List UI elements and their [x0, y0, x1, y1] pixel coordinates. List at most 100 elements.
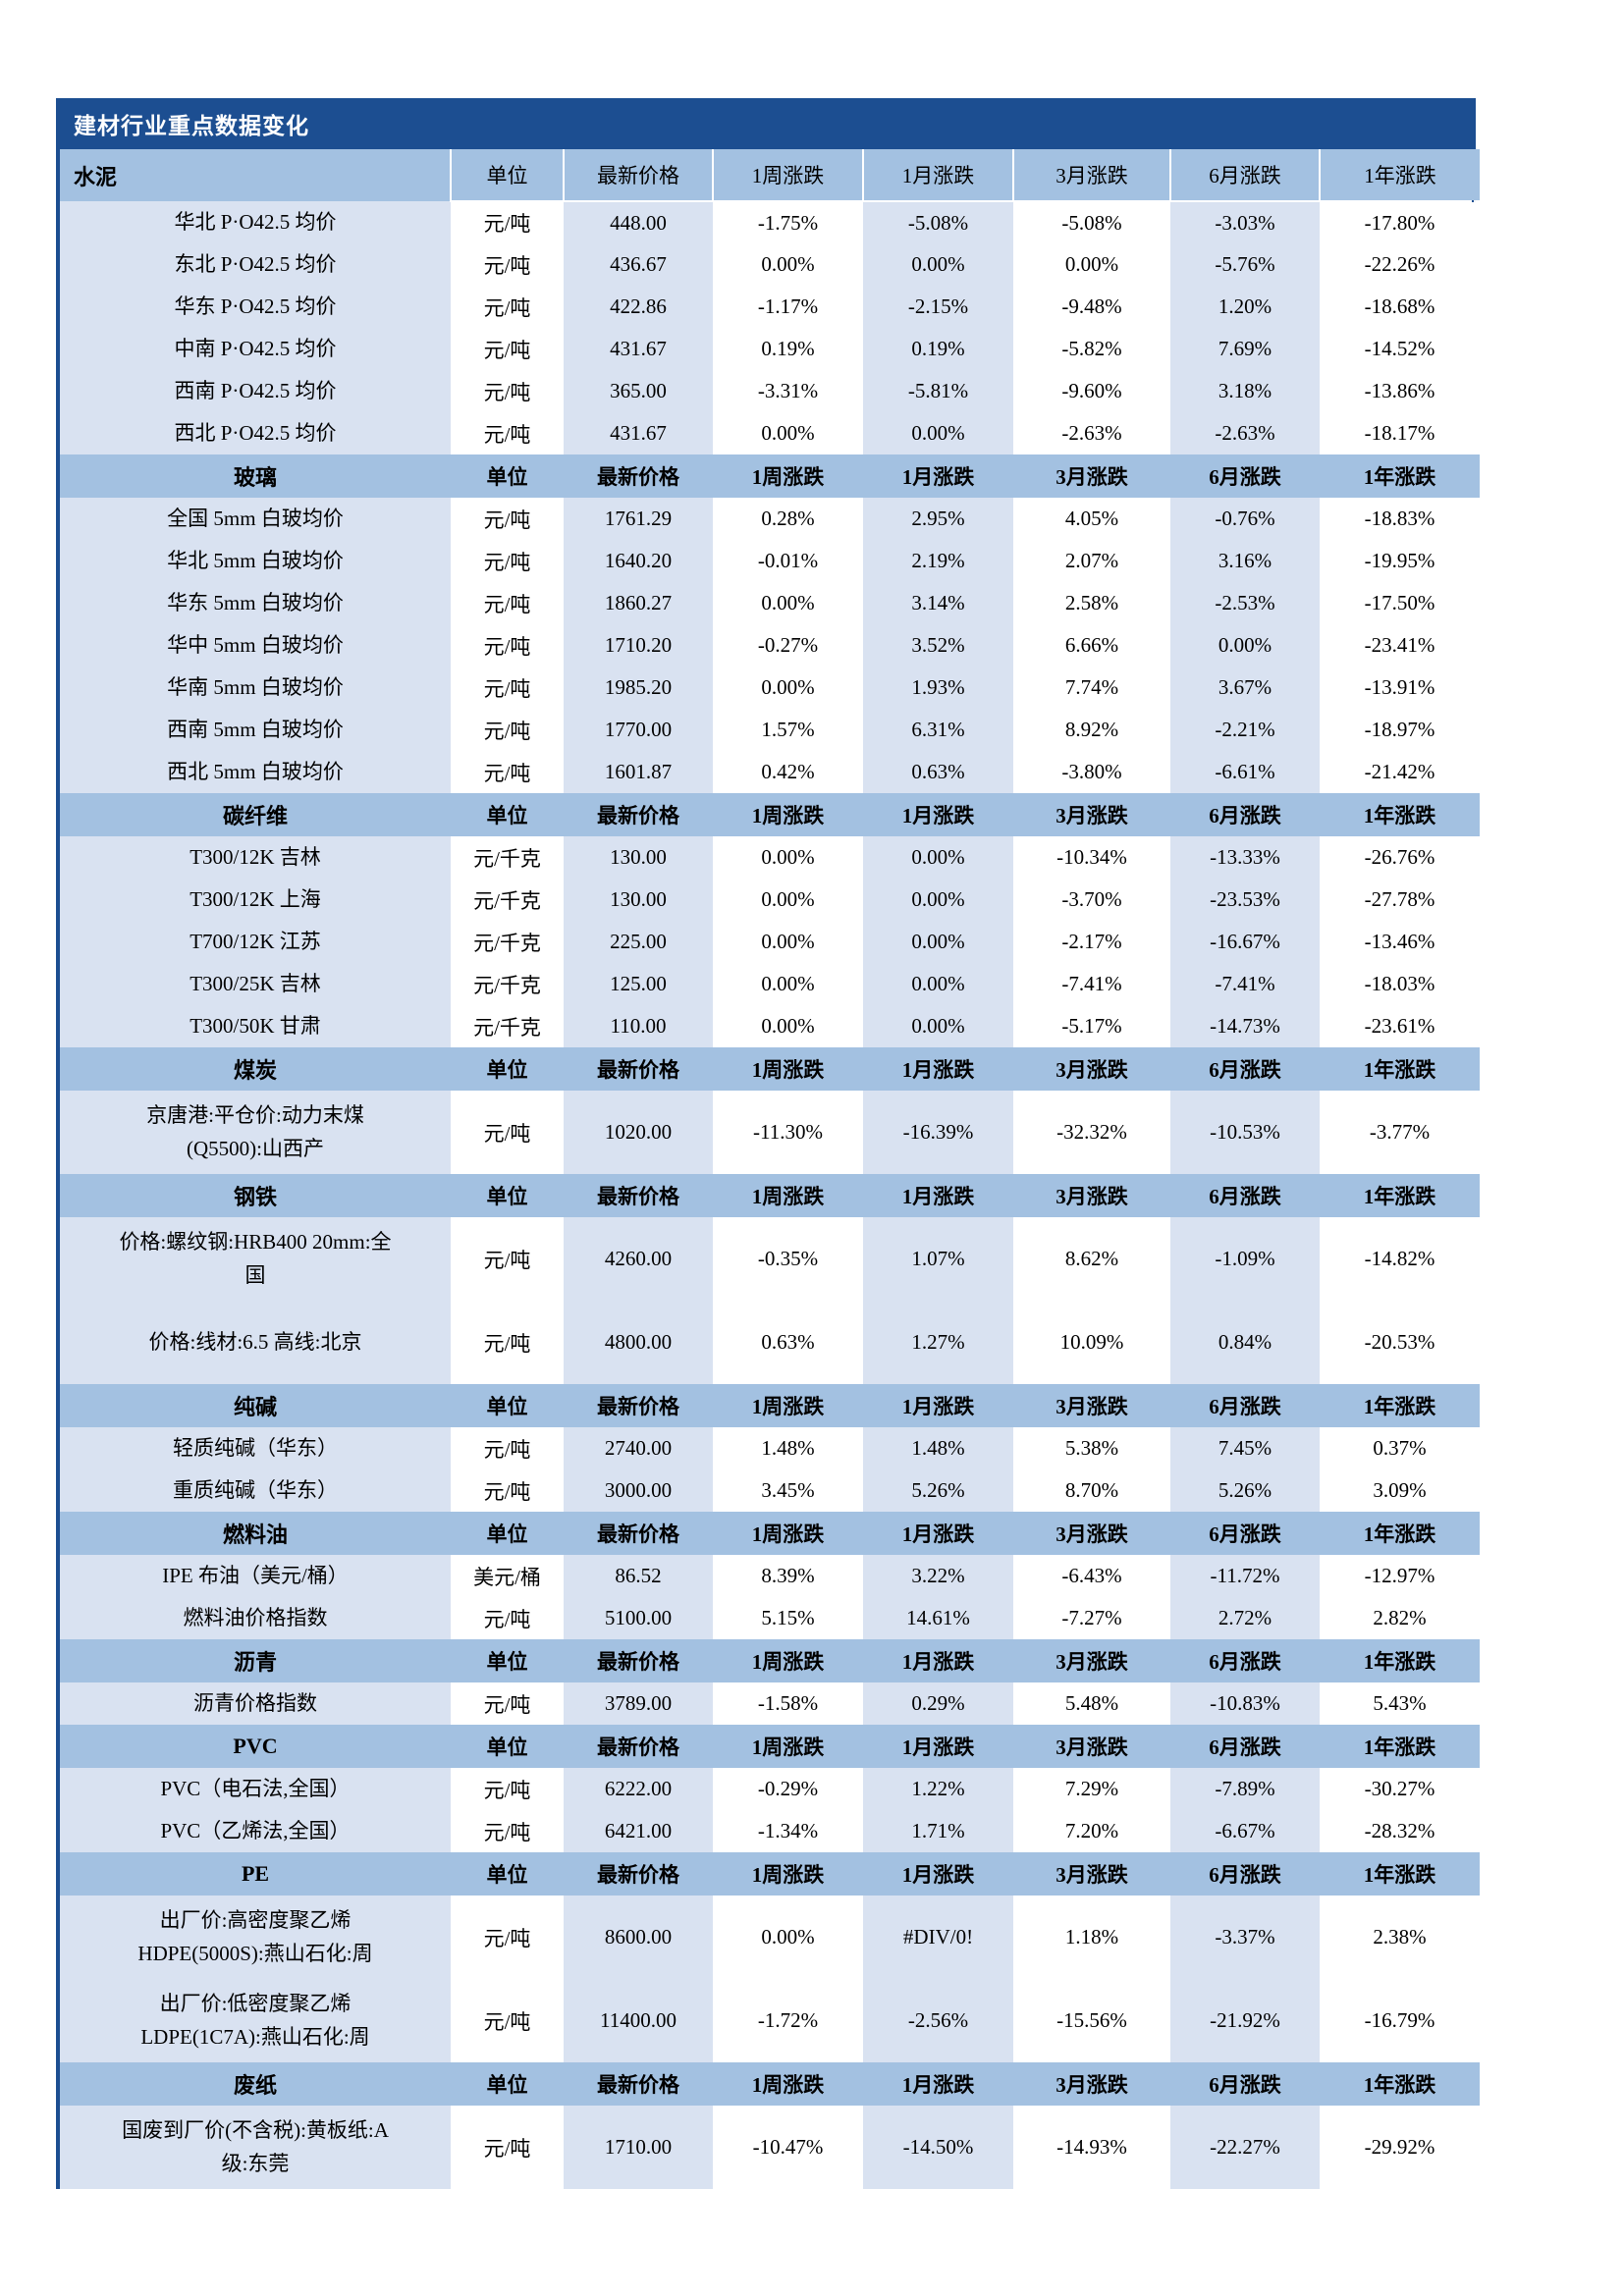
column-header: 1周涨跌: [713, 1639, 863, 1682]
change-1w-cell: -0.35%: [713, 1217, 863, 1301]
latest-price-cell: 431.67: [564, 412, 713, 454]
change-1m-cell: 1.93%: [863, 667, 1013, 709]
change-3m-cell: 4.05%: [1013, 498, 1170, 540]
row-name-cell: T300/50K 甘肃: [60, 1005, 451, 1047]
section-header-row: 水泥 单位 最新价格 1周涨跌 1月涨跌 3月涨跌 6月涨跌 1年涨跌: [60, 149, 1480, 202]
latest-price-cell: 11400.00: [564, 1979, 713, 2062]
change-3m-cell: 6.66%: [1013, 624, 1170, 667]
column-header: 单位: [451, 454, 564, 498]
latest-price-cell: 436.67: [564, 243, 713, 286]
column-header: 6月涨跌: [1170, 1512, 1320, 1555]
column-header: 1月涨跌: [863, 1512, 1013, 1555]
change-3m-cell: 7.74%: [1013, 667, 1170, 709]
section-header-row: 废纸 单位 最新价格 1周涨跌 1月涨跌 3月涨跌 6月涨跌 1年涨跌: [60, 2062, 1480, 2106]
change-1w-cell: -1.58%: [713, 1682, 863, 1725]
change-1y-cell: 2.82%: [1320, 1597, 1480, 1639]
unit-cell: 元/千克: [451, 1005, 564, 1047]
unit-cell: 元/吨: [451, 412, 564, 454]
column-header: 1月涨跌: [862, 149, 1013, 202]
change-3m-cell: -3.80%: [1013, 751, 1170, 793]
change-1y-cell: -12.97%: [1320, 1555, 1480, 1597]
table-row: 华南 5mm 白玻均价 元/吨 1985.20 0.00% 1.93% 7.74% 3.67…: [60, 667, 1480, 709]
unit-cell: 元/吨: [451, 751, 564, 793]
change-1y-cell: 2.38%: [1320, 1896, 1480, 1979]
row-name-cell: 全国 5mm 白玻均价: [60, 498, 451, 540]
table-row: T300/25K 吉林 元/千克 125.00 0.00% 0.00% -7.41% -7.…: [60, 963, 1480, 1005]
column-header: 最新价格: [564, 1639, 713, 1682]
unit-cell: 元/吨: [451, 1768, 564, 1810]
row-name-cell: 东北 P·O42.5 均价: [60, 243, 451, 286]
change-1y-cell: 5.43%: [1320, 1682, 1480, 1725]
latest-price-cell: 86.52: [564, 1555, 713, 1597]
row-name-cell: T300/12K 吉林: [60, 836, 451, 879]
table-row: 重质纯碱（华东） 元/吨 3000.00 3.45% 5.26% 8.70% 5.26% 3.…: [60, 1469, 1480, 1512]
column-header: 单位: [451, 1512, 564, 1555]
column-header: 单位: [451, 1725, 564, 1768]
table-row: IPE 布油（美元/桶） 美元/桶 86.52 8.39% 3.22% -6.43% -11…: [60, 1555, 1480, 1597]
change-6m-cell: -10.53%: [1170, 1091, 1320, 1174]
change-6m-cell: -6.61%: [1170, 751, 1320, 793]
change-1y-cell: -19.95%: [1320, 540, 1480, 582]
change-6m-cell: -14.73%: [1170, 1005, 1320, 1047]
change-1w-cell: -1.72%: [713, 1979, 863, 2062]
column-header: 6月涨跌: [1170, 454, 1320, 498]
change-1w-cell: 0.63%: [713, 1301, 863, 1384]
table-row: 华东 P·O42.5 均价 元/吨 422.86 -1.17% -2.15% -9.48%…: [60, 286, 1480, 328]
unit-cell: 元/吨: [451, 1217, 564, 1301]
section-header-row: 钢铁 单位 最新价格 1周涨跌 1月涨跌 3月涨跌 6月涨跌 1年涨跌: [60, 1174, 1480, 1217]
change-1m-cell: 3.52%: [863, 624, 1013, 667]
change-1y-cell: -27.78%: [1320, 879, 1480, 921]
change-6m-cell: -7.41%: [1170, 963, 1320, 1005]
column-header: 最新价格: [564, 454, 713, 498]
column-header: 6月涨跌: [1170, 2062, 1320, 2106]
row-name-cell: 华东 P·O42.5 均价: [60, 286, 451, 328]
column-header: 最新价格: [564, 1047, 713, 1091]
price-table: 水泥 单位 最新价格 1周涨跌 1月涨跌 3月涨跌 6月涨跌 1年涨跌 华北 P·O42.5 均…: [60, 149, 1480, 2189]
change-1w-cell: 0.42%: [713, 751, 863, 793]
latest-price-cell: 1860.27: [564, 582, 713, 624]
unit-cell: 元/吨: [451, 1979, 564, 2062]
row-name-cell: IPE 布油（美元/桶）: [60, 1555, 451, 1597]
change-3m-cell: 1.18%: [1013, 1896, 1170, 1979]
column-header: 6月涨跌: [1170, 1047, 1320, 1091]
change-1m-cell: 0.00%: [863, 921, 1013, 963]
table-row: 出厂价:低密度聚乙烯 LDPE(1C7A):燕山石化:周 元/吨 11400.00-…: [60, 1979, 1480, 2062]
change-1y-cell: -18.83%: [1320, 498, 1480, 540]
table-row: 华北 P·O42.5 均价 元/吨 448.00 -1.75% -5.08% -5.08%…: [60, 201, 1480, 243]
column-header: 3月涨跌: [1013, 454, 1170, 498]
change-3m-cell: -14.93%: [1013, 2106, 1170, 2189]
row-name-cell: 西北 P·O42.5 均价: [60, 412, 451, 454]
column-header: 3月涨跌: [1013, 1047, 1170, 1091]
change-1m-cell: 0.00%: [863, 243, 1013, 286]
change-1w-cell: 0.00%: [713, 963, 863, 1005]
unit-cell: 元/吨: [451, 1091, 564, 1174]
change-1m-cell: 3.14%: [863, 582, 1013, 624]
change-1m-cell: -5.08%: [863, 201, 1013, 243]
column-header: 最新价格: [564, 2062, 713, 2106]
change-6m-cell: 7.69%: [1170, 328, 1320, 370]
column-header: 最新价格: [563, 149, 713, 202]
change-6m-cell: -6.67%: [1170, 1810, 1320, 1852]
section-title: 钢铁: [60, 1174, 451, 1217]
section-title: PE: [60, 1852, 451, 1896]
latest-price-cell: 110.00: [564, 1005, 713, 1047]
change-1m-cell: 1.71%: [863, 1810, 1013, 1852]
table-row: 轻质纯碱（华东） 元/吨 2740.00 1.48% 1.48% 5.38% 7.45% 0.…: [60, 1427, 1480, 1469]
change-6m-cell: -7.89%: [1170, 1768, 1320, 1810]
change-1y-cell: 0.37%: [1320, 1427, 1480, 1469]
change-1w-cell: -1.75%: [713, 201, 863, 243]
table-row: 燃料油价格指数 元/吨 5100.00 5.15% 14.61% -7.27% 2.72% 2…: [60, 1597, 1480, 1639]
change-1y-cell: -23.61%: [1320, 1005, 1480, 1047]
unit-cell: 元/千克: [451, 963, 564, 1005]
change-1y-cell: -21.42%: [1320, 751, 1480, 793]
change-1m-cell: 0.19%: [863, 328, 1013, 370]
column-header: 1年涨跌: [1320, 1174, 1480, 1217]
change-1m-cell: -14.50%: [863, 2106, 1013, 2189]
latest-price-cell: 130.00: [564, 879, 713, 921]
change-3m-cell: -3.70%: [1013, 879, 1170, 921]
table-row: T700/12K 江苏 元/千克 225.00 0.00% 0.00% -2.17% -16…: [60, 921, 1480, 963]
latest-price-cell: 225.00: [564, 921, 713, 963]
column-header: 单位: [451, 2062, 564, 2106]
column-header: 6月涨跌: [1170, 793, 1320, 836]
unit-cell: 元/吨: [451, 498, 564, 540]
